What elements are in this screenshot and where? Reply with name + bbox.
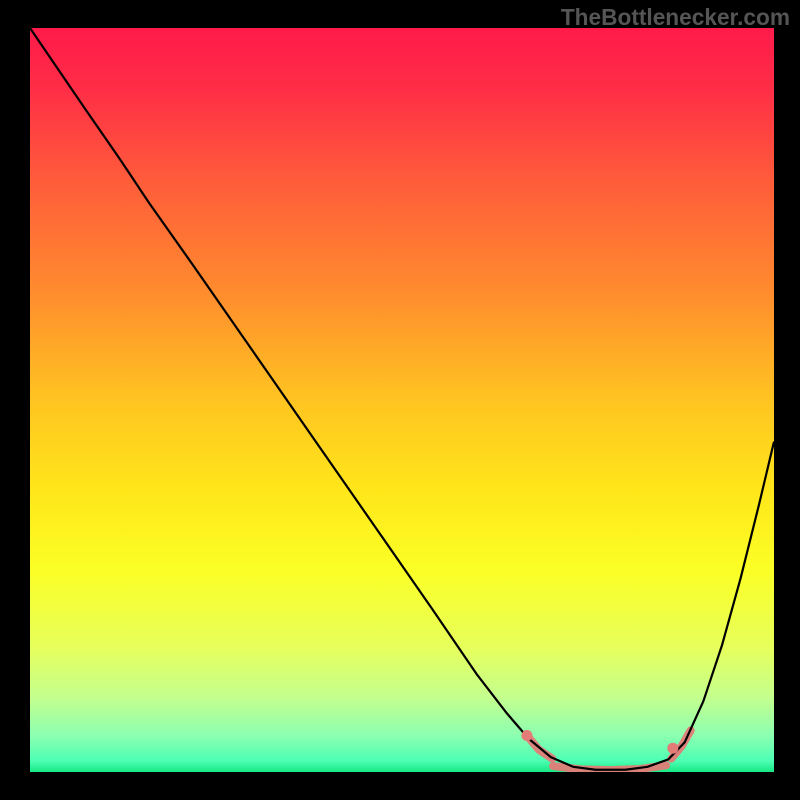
chart-container: TheBottlenecker.com xyxy=(0,0,800,800)
valley-left-marker xyxy=(521,730,532,741)
valley-right-marker xyxy=(667,743,678,754)
plot-area xyxy=(30,28,774,772)
watermark-label: TheBottlenecker.com xyxy=(561,4,790,31)
marker-layer xyxy=(30,28,774,772)
